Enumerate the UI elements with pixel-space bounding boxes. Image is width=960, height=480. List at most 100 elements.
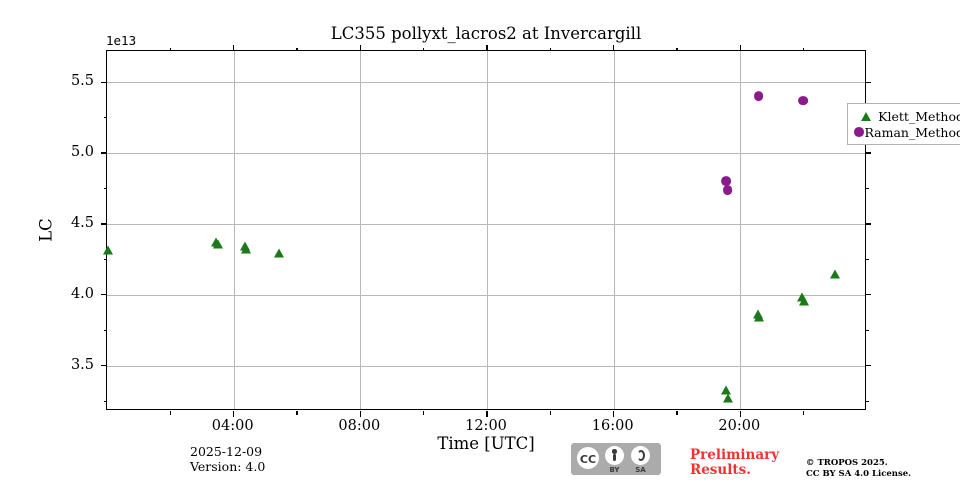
y-tick-major-right — [865, 364, 871, 367]
y-tick-minor — [103, 329, 107, 331]
x-tick-major-top — [486, 45, 488, 51]
y-tick-minor-right — [865, 258, 869, 260]
x-tick-label: 16:00 — [591, 418, 634, 434]
y-tick-label: 5.0 — [70, 144, 94, 161]
x-tick-minor-top — [423, 47, 425, 51]
sa-label: SA — [635, 466, 646, 474]
x-tick-minor-top — [169, 47, 171, 51]
preliminary-results-note: Preliminary Results. — [690, 448, 779, 478]
y-tick-label: 4.5 — [70, 214, 94, 231]
x-tick-minor — [676, 411, 678, 415]
data-point-klett-method — [212, 239, 223, 249]
y-tick-major-right — [865, 81, 871, 83]
x-axis-label: Time [UTC] — [437, 434, 535, 453]
y-tick-label: 4.0 — [70, 285, 94, 302]
by-person-glyph — [612, 449, 617, 454]
data-point-raman-method — [722, 184, 733, 195]
by-person-body — [612, 454, 617, 462]
triangle-marker-icon — [853, 111, 878, 121]
data-point-raman-method — [753, 91, 764, 102]
data-point-klett-method — [754, 312, 765, 322]
data-point-klett-method — [798, 296, 809, 306]
data-point-klett-method — [102, 245, 113, 255]
x-tick-major — [359, 411, 361, 417]
x-tick-minor-top — [549, 47, 551, 51]
y-tick-minor-right — [865, 400, 869, 402]
grid-line-vertical — [740, 51, 742, 409]
version-text: Version: 4.0 — [190, 458, 266, 474]
y-tick-major-right — [865, 294, 871, 296]
grid-line-horizontal — [107, 365, 865, 367]
date-version-stamp: 2025-12-09 Version: 4.0 — [190, 444, 266, 474]
cc-logo-label: CC — [579, 453, 597, 466]
y-tick-minor — [103, 117, 107, 119]
data-point-raman-method — [797, 95, 808, 106]
page-title: LC355 pollyxt_lacros2 at Invercargill — [330, 24, 642, 43]
grid-line-vertical — [360, 51, 362, 409]
y-tick-major — [101, 152, 107, 154]
x-tick-major-top — [613, 45, 615, 51]
y-tick-label: 5.5 — [70, 73, 94, 90]
y-axis-label: LC — [36, 218, 56, 242]
legend-entry-klett: Klett_Method — [853, 108, 960, 124]
data-point-klett-method — [830, 269, 841, 279]
copyright-line-1: © TROPOS 2025. — [806, 458, 888, 468]
y-tick-minor-right — [865, 187, 869, 190]
legend-label-klett: Klett_Method — [878, 108, 960, 124]
grid-line-horizontal — [107, 153, 865, 155]
grid-line-horizontal — [107, 82, 865, 84]
legend-label-raman: Raman_Method — [864, 124, 960, 140]
x-tick-minor — [803, 411, 805, 415]
x-tick-major — [233, 411, 235, 417]
x-tick-minor — [423, 411, 425, 415]
y-tick-major — [101, 223, 107, 225]
y-tick-minor-right — [865, 329, 869, 331]
preliminary-line-2: Results. — [690, 462, 751, 478]
copyright-line-2: CC BY SA 4.0 License. — [806, 469, 912, 479]
data-point-klett-method — [721, 385, 732, 395]
legend-entry-raman: Raman_Method — [853, 124, 960, 140]
y-tick-minor — [103, 400, 107, 402]
y-tick-major — [101, 81, 107, 83]
data-point-raman-method — [721, 176, 731, 187]
x-tick-minor-top — [296, 47, 298, 51]
x-tick-major — [739, 411, 741, 417]
circle-marker-icon — [853, 127, 864, 137]
grid-line-vertical — [233, 51, 235, 409]
x-tick-label: 20:00 — [718, 418, 761, 434]
y-tick-major-right — [865, 223, 871, 225]
grid-line-vertical — [613, 51, 615, 409]
y-tick-label: 3.5 — [70, 356, 94, 373]
y-tick-major — [101, 364, 107, 367]
x-tick-major — [486, 411, 488, 417]
grid-line-horizontal — [107, 294, 865, 296]
x-tick-major-top — [233, 45, 235, 51]
y-tick-major-right — [865, 152, 871, 154]
x-tick-label: 12:00 — [465, 418, 507, 434]
cc-logo-icon — [577, 447, 599, 469]
data-point-klett-method — [241, 244, 252, 254]
x-tick-minor — [549, 411, 551, 415]
x-tick-minor — [169, 411, 171, 415]
y-tick-minor — [103, 187, 107, 190]
data-point-klett-method — [722, 393, 733, 403]
legend-box[interactable]: Klett_Method Raman_Method — [847, 103, 960, 145]
by-label: BY — [609, 466, 620, 474]
copyright-note: © TROPOS 2025. CC BY SA 4.0 License. — [806, 458, 911, 480]
x-tick-minor — [296, 411, 298, 415]
y-tick-minor — [103, 258, 107, 260]
x-tick-major — [613, 411, 615, 417]
grid-line-vertical — [487, 51, 488, 409]
sa-arrow-glyph — [636, 450, 645, 461]
x-tick-label: 08:00 — [338, 418, 381, 434]
x-tick-minor-top — [676, 47, 678, 51]
y-axis-offset-text: 1e13 — [106, 33, 137, 48]
x-tick-minor-top — [803, 47, 805, 51]
x-tick-label: 04:00 — [211, 418, 254, 434]
plot-area: Klett_Method Raman_Method — [101, 45, 960, 417]
x-tick-major-top — [359, 45, 361, 51]
data-point-klett-method — [273, 248, 284, 258]
x-tick-major-top — [739, 45, 741, 51]
y-tick-major — [101, 294, 107, 296]
